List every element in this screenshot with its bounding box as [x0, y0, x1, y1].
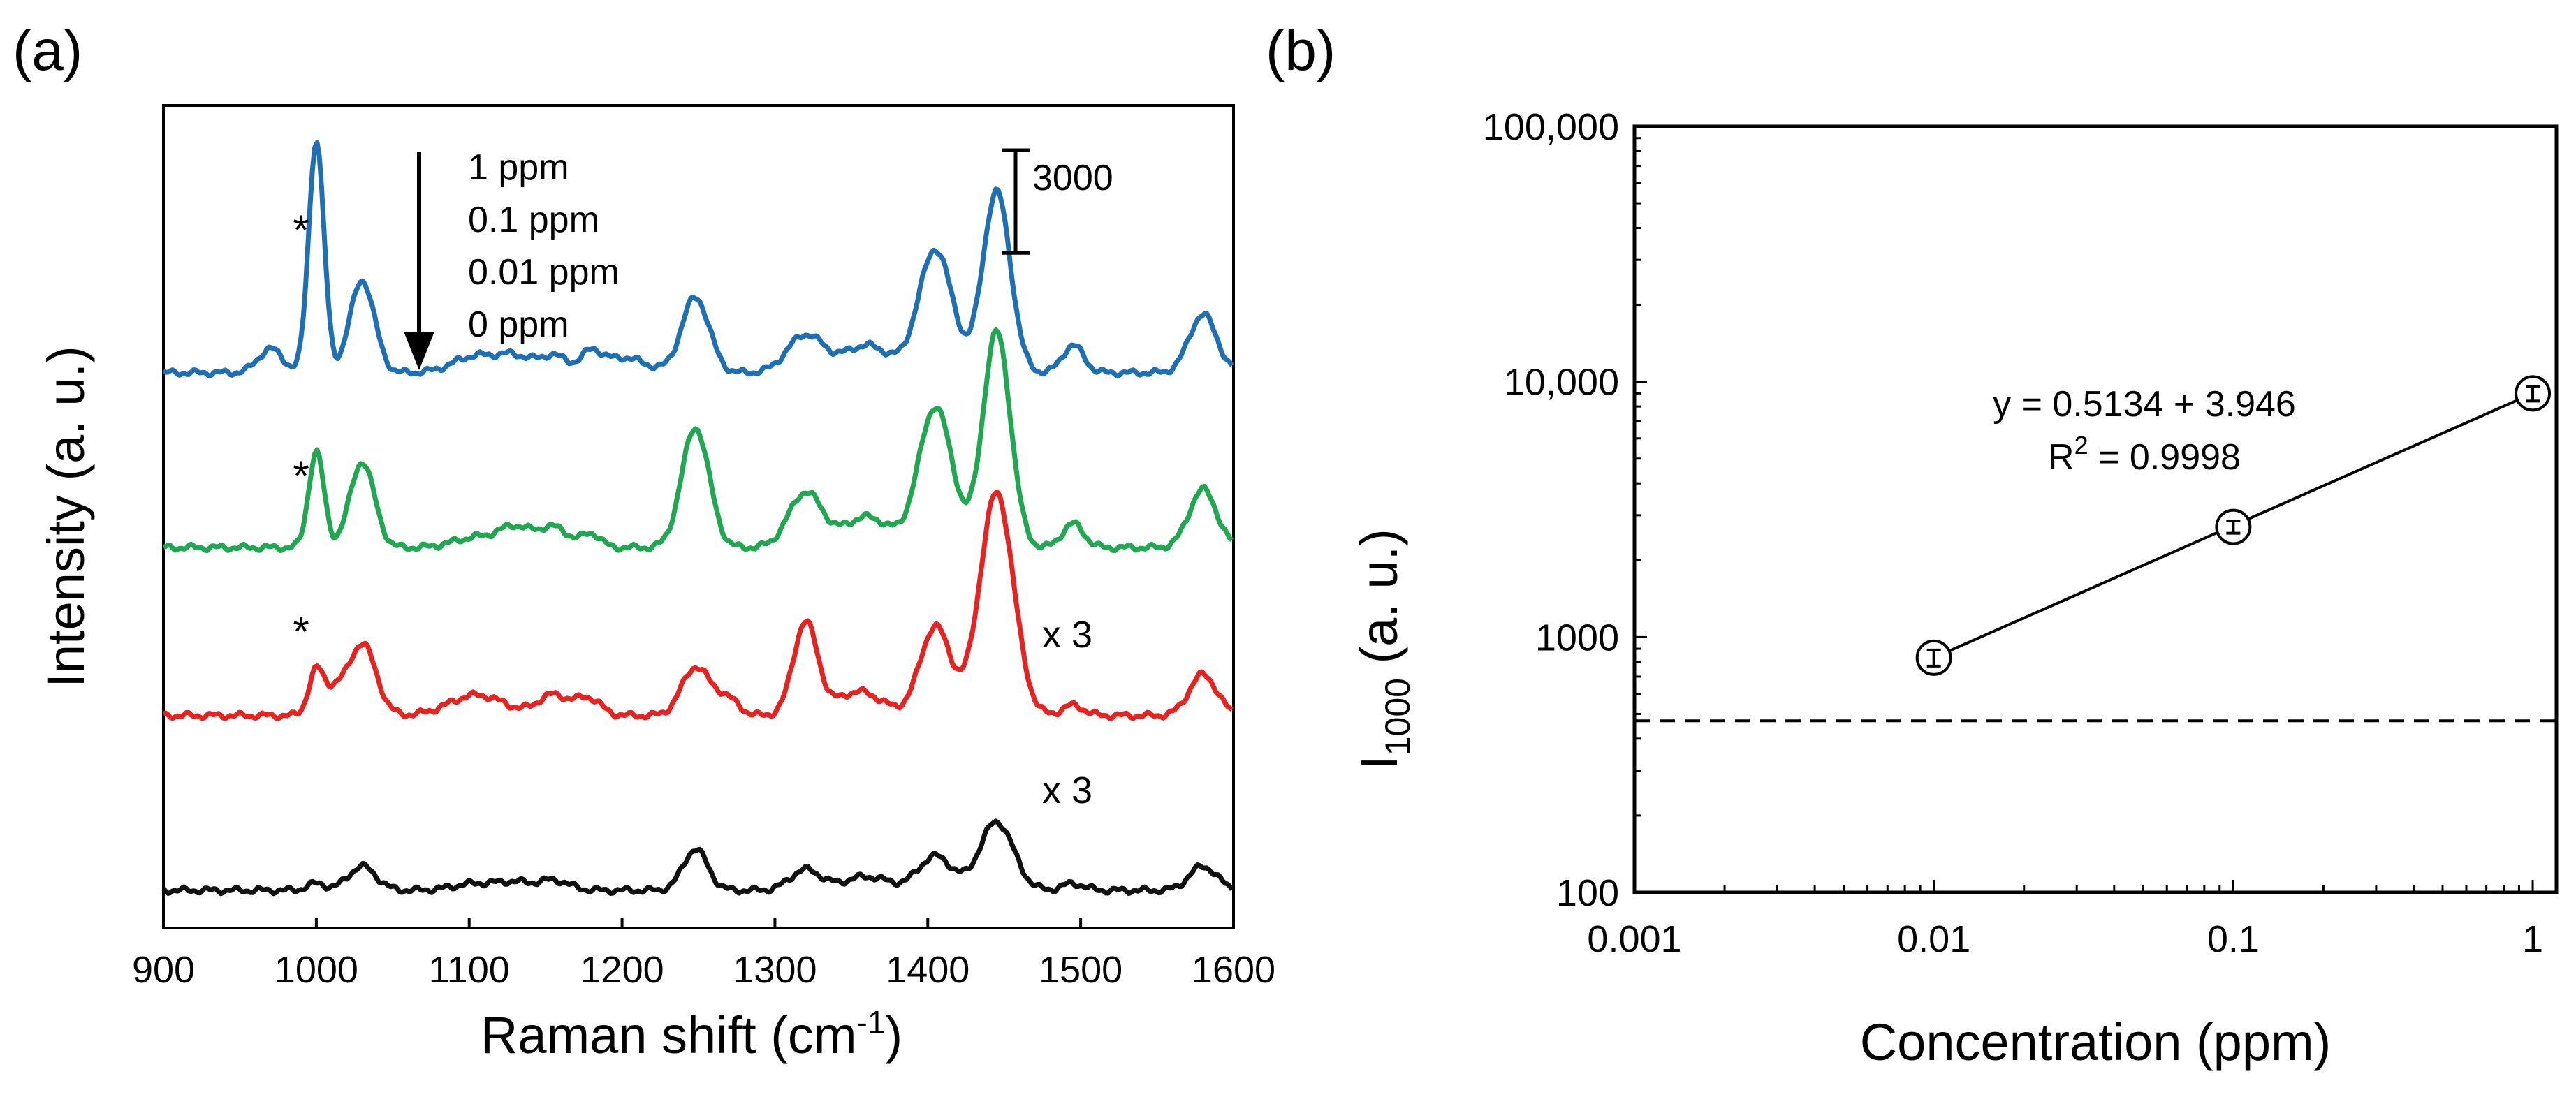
- spectrum-line-0.1ppm: [163, 327, 1234, 554]
- multiplier-label-0ppm: x 3: [1042, 770, 1092, 811]
- panel-b-plot-frame: [1632, 124, 2559, 894]
- panel-b-label: (b): [1266, 19, 1335, 82]
- panel-b: (b) 0.001 0.01 0.1 1 100 1000 10,000 100,000 y …: [1266, 19, 2559, 1071]
- legend-item-1ppm: 1 ppm: [468, 147, 569, 188]
- panel-b-x-tick-label: 1: [2522, 918, 2543, 960]
- panel-a-x-tick-label: 1300: [733, 949, 817, 991]
- panel-b-axes: 0.001 0.01 0.1 1 100 1000 10,000 100,000: [1483, 106, 2543, 960]
- panel-b-y-tick-label: 100,000: [1483, 106, 1619, 148]
- scale-bar: 3000: [1002, 148, 1113, 255]
- scale-bar-label: 3000: [1032, 158, 1113, 198]
- panel-a-label: (a): [13, 19, 82, 82]
- panel-a-plot-frame: [162, 104, 1235, 929]
- spectrum-line-1ppm: [163, 140, 1234, 379]
- fit-equation: y = 0.5134 + 3.946: [1993, 384, 2296, 425]
- peak-marker-1ppm: *: [293, 207, 309, 253]
- panel-b-y-tick-label: 1000: [1535, 617, 1619, 658]
- panel-a-x-tick-label: 900: [132, 949, 195, 991]
- panel-a-x-tick-label: 1600: [1192, 949, 1275, 991]
- panel-b-y-tick-label: 100: [1556, 872, 1619, 914]
- panel-b-y-tick-label: 10,000: [1504, 362, 1619, 404]
- panel-a-legend: 1 ppm 0.1 ppm 0.01 ppm 0 ppm: [404, 147, 620, 370]
- multiplier-label-0.01ppm: x 3: [1042, 614, 1092, 656]
- panel-a-x-tick-label: 1000: [275, 949, 358, 991]
- panel-b-x-tick-label: 0.1: [2207, 918, 2260, 960]
- panel-a-x-tick-label: 1200: [580, 949, 664, 991]
- panel-b-x-axis-title: Concentration (ppm): [1860, 1013, 2332, 1071]
- peak-marker-0.01ppm: *: [293, 608, 309, 655]
- panel-a-x-axis-title: Raman shift (cm-1): [481, 1004, 902, 1064]
- panel-a-x-tick-label: 1400: [886, 949, 969, 991]
- panel-a-y-axis-title: Intensity (a. u.): [37, 346, 95, 687]
- fit-r-squared: R2 = 0.9998: [2048, 431, 2241, 478]
- panel-a-x-tick-label: 1500: [1039, 949, 1122, 991]
- panel-b-y-axis-title: I1000 (a. u.): [1350, 529, 1417, 770]
- panel-b-x-tick-label: 0.001: [1587, 918, 1681, 960]
- legend-item-0.01ppm: 0.01 ppm: [468, 252, 620, 293]
- legend-item-0ppm: 0 ppm: [468, 304, 569, 345]
- panel-a-x-tick-label: 1100: [429, 949, 510, 991]
- spectrum-line-0ppm: [161, 818, 1234, 897]
- panel-b-x-tick-label: 0.01: [1897, 918, 1970, 960]
- panel-a-x-ticks: 900 1000 1100 1200 1300 1400 1500 1600: [132, 918, 1275, 991]
- panel-a-series-group: [161, 140, 1234, 897]
- concentration-arrow-head-icon: [404, 332, 434, 370]
- panel-b-marks: [1634, 375, 2556, 723]
- legend-item-0.1ppm: 0.1 ppm: [468, 200, 599, 240]
- peak-marker-0.1ppm: *: [293, 452, 309, 499]
- spectrum-line-0.01ppm: [162, 490, 1234, 721]
- panel-a: (a) 900 1000 1100 1200 1300 1400 1500 1600 1 pp…: [13, 19, 1275, 1064]
